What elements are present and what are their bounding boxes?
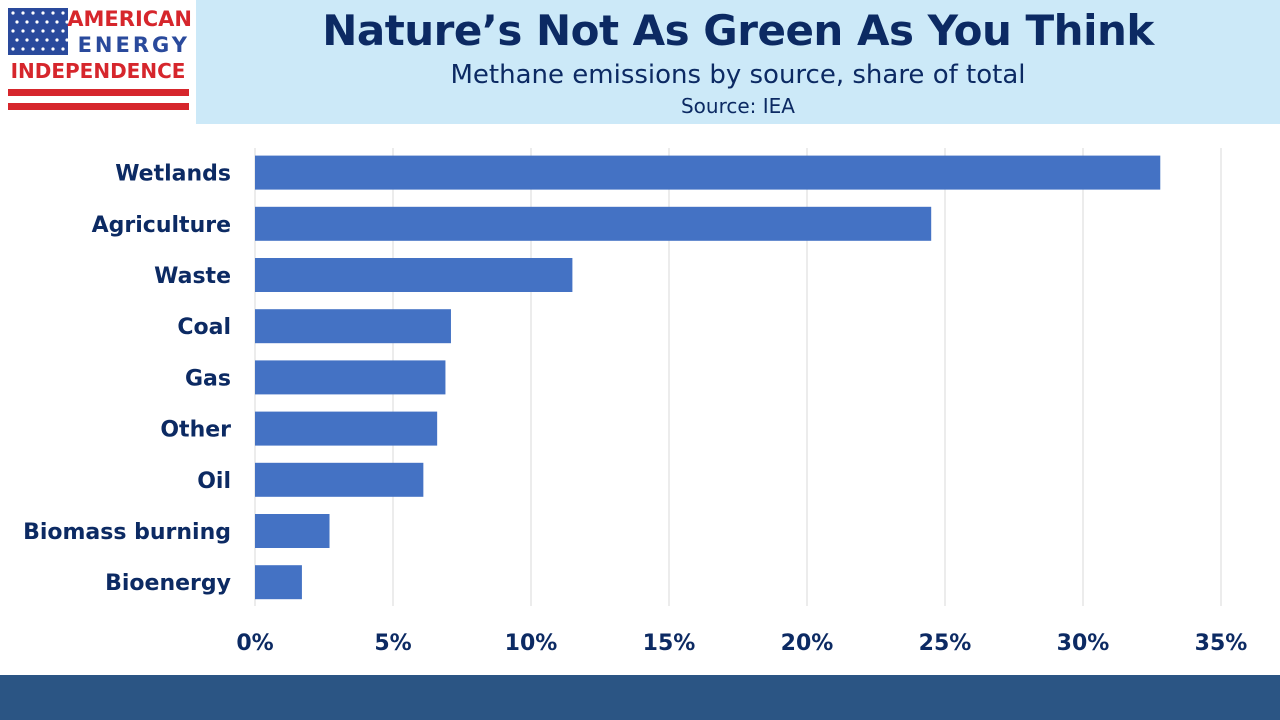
- category-label: Gas: [185, 366, 231, 391]
- logo: AMERICAN ENERGY INDEPENDENCE: [0, 0, 196, 124]
- bar: [255, 360, 446, 395]
- flag-star: [61, 47, 65, 51]
- flag-stars: [11, 11, 69, 51]
- flag-star: [25, 20, 29, 24]
- flag-star: [31, 47, 35, 51]
- category-label: Waste: [154, 264, 231, 289]
- category-label: Other: [160, 418, 231, 443]
- flag-star: [65, 20, 69, 24]
- flag-star: [41, 29, 45, 33]
- logo-line-3: INDEPENDENCE: [11, 59, 186, 83]
- footer-bar: [0, 675, 1280, 720]
- flag-canton: [8, 8, 68, 55]
- bar: [255, 411, 438, 446]
- flag-star: [61, 29, 65, 33]
- logo-line-1: AMERICAN: [67, 7, 192, 31]
- page-title: Nature’s Not As Green As You Think: [322, 6, 1154, 55]
- x-tick-label: 20%: [781, 631, 834, 656]
- bar: [255, 258, 573, 292]
- flag-stripe: [8, 89, 189, 96]
- flag-star: [55, 20, 59, 24]
- bar: [255, 206, 932, 241]
- category-label: Oil: [197, 469, 231, 494]
- category-label: Agriculture: [92, 213, 231, 238]
- flag-star: [35, 20, 39, 24]
- x-tick-label: 35%: [1195, 631, 1248, 656]
- x-tick-label: 25%: [919, 631, 972, 656]
- flag-star: [51, 29, 55, 33]
- x-tick-label: 15%: [643, 631, 696, 656]
- header-banner: Nature’s Not As Green As You Think Metha…: [196, 0, 1280, 124]
- flag-star: [45, 38, 49, 42]
- flag-star: [41, 11, 45, 15]
- flag-star: [61, 11, 65, 15]
- flag-star: [15, 38, 19, 42]
- chart-source: Source: IEA: [680, 94, 795, 118]
- x-tick-label: 5%: [374, 631, 411, 656]
- flag-star: [11, 29, 15, 33]
- flag-star: [11, 47, 15, 51]
- category-label: Biomass burning: [23, 520, 231, 545]
- bar: [255, 462, 424, 497]
- x-tick-label: 30%: [1057, 631, 1110, 656]
- flag-star: [45, 20, 49, 24]
- flag-star: [21, 47, 25, 51]
- flag-star: [51, 47, 55, 51]
- category-label: Bioenergy: [105, 571, 231, 596]
- bar: [255, 514, 330, 548]
- flag-star: [35, 38, 39, 42]
- flag-star: [21, 29, 25, 33]
- flag-star: [31, 11, 35, 15]
- flag-star: [25, 38, 29, 42]
- flag-star: [55, 38, 59, 42]
- category-label: Wetlands: [115, 162, 231, 187]
- bar: [255, 565, 302, 600]
- category-label: Coal: [177, 315, 231, 340]
- flag-star: [11, 11, 15, 15]
- methane-emissions-bar-chart: 0% 5% 10% 15% 20% 25% 30% 35% Wetlands Agricultur…: [23, 148, 1248, 656]
- logo-line-2: ENERGY: [78, 33, 190, 57]
- american-energy-independence-logo: AMERICAN ENERGY INDEPENDENCE: [8, 7, 192, 110]
- x-tick-label: 10%: [505, 631, 558, 656]
- flag-star: [31, 29, 35, 33]
- bar: [255, 309, 451, 344]
- flag-star: [21, 11, 25, 15]
- flag-star: [15, 20, 19, 24]
- flag-star: [65, 38, 69, 42]
- bar: [255, 155, 1161, 190]
- chart-subtitle: Methane emissions by source, share of to…: [450, 60, 1026, 90]
- x-tick-label: 0%: [236, 631, 273, 656]
- flag-star: [51, 11, 55, 15]
- flag-star: [41, 47, 45, 51]
- flag-stripe: [8, 103, 189, 110]
